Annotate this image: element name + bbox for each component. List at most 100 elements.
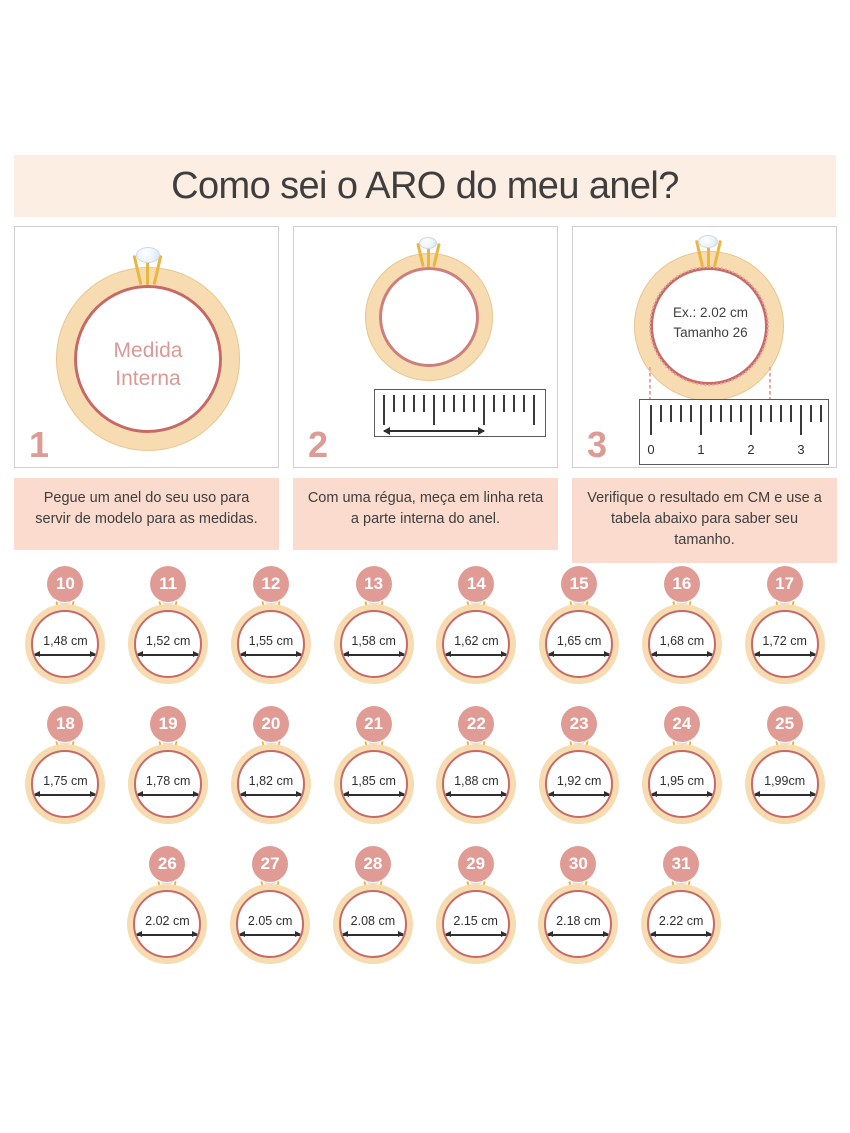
ring-illustration-3: Ex.: 2.02 cm Tamanho 26 [628,235,793,415]
size-badge: 28 [354,846,391,882]
measure-arrow [548,651,611,657]
size-cell[interactable]: 31 2.22 cm [630,846,733,986]
measure-arrow [342,651,405,657]
diamond-icon [419,237,437,249]
measure-guide-left [649,367,651,399]
size-cell[interactable]: 19 1,78 cm [117,706,220,846]
size-badge: 24 [663,706,700,742]
size-cell[interactable]: 10 1,48 cm [14,566,117,706]
size-measure-label: 1,88 cm [454,774,499,788]
size-badge: 20 [252,706,289,742]
mini-ring-illustration: 1,65 cm [535,588,623,692]
size-badge: 31 [663,846,700,882]
size-badge: 21 [355,706,392,742]
measure-arrow [137,651,200,657]
measure-guide-right [769,367,771,399]
header-band: Como sei o ARO do meu anel? [14,155,836,217]
mini-ring-illustration: 1,99cm [741,728,829,832]
ring-hole [647,890,716,958]
size-cell[interactable]: 11 1,52 cm [117,566,220,706]
ring-hole [31,610,100,678]
ring-inner-diameter-line [74,285,222,433]
size-badge: 27 [252,846,289,882]
size-cell[interactable]: 20 1,82 cm [220,706,323,846]
ring-hole [236,610,305,678]
ring-illustration-2 [359,237,499,397]
size-cell[interactable]: 14 1,62 cm [425,566,528,706]
measure-arrow [445,651,508,657]
size-measure-label: 2.15 cm [453,914,498,928]
size-measure-label: 1,48 cm [43,634,88,648]
measure-arrow [444,931,507,937]
step-2-caption: Com uma régua, meça em linha reta a part… [293,478,558,550]
size-cell[interactable]: 16 1,68 cm [631,566,734,706]
ring-hole [31,750,100,818]
measure-arrow [383,427,485,434]
steps-row: Medida Interna 1 Pegue um anel do seu us… [14,226,837,564]
step-1-caption: Pegue um anel do seu uso para servir de … [14,478,279,550]
measure-arrow [342,791,405,797]
size-badge: 29 [457,846,494,882]
mini-ring-illustration: 1,68 cm [638,588,726,692]
step-number-3: 3 [587,424,608,465]
mini-ring-illustration: 1,78 cm [124,728,212,832]
size-measure-label: 1,99cm [764,774,806,788]
size-measure-label: 1,58 cm [351,634,396,648]
size-measure-label: 1,68 cm [659,634,705,648]
measure-arrow [753,791,816,797]
size-cell[interactable]: 25 1,99cm [733,706,836,846]
mini-ring-illustration: 1,48 cm [21,588,109,692]
ring-hole [544,890,613,958]
size-badge: 25 [766,706,803,742]
size-measure-label: 1,52 cm [145,634,191,648]
size-badge: 22 [458,706,495,742]
size-cell[interactable]: 12 1,55 cm [220,566,323,706]
size-cell[interactable]: 28 2.08 cm [322,846,425,986]
size-cell[interactable]: 29 2.15 cm [424,846,527,986]
ruler-labeled: 0 1 2 3 4 [639,399,829,465]
mini-ring-illustration: 1,72 cm [741,588,829,692]
ring-hole [750,610,819,678]
measure-arrow [239,651,302,657]
size-cell[interactable]: 23 1,92 cm [528,706,631,846]
ring-hole [441,890,510,958]
measure-arrow [34,651,97,657]
size-cell[interactable]: 24 1,95 cm [631,706,734,846]
size-cell[interactable]: 15 1,65 cm [528,566,631,706]
ring-inner-label: Medida Interna [113,339,183,391]
step-1: Medida Interna 1 Pegue um anel do seu us… [14,226,279,563]
ring-hole [647,750,716,818]
size-cell[interactable]: 30 2.18 cm [527,846,630,986]
size-cell[interactable]: 21 1,85 cm [322,706,425,846]
measure-arrow [136,931,199,937]
size-measure-label: 1,95 cm [659,774,705,788]
ring-hole [236,890,305,958]
ring-hole [133,890,202,958]
size-cell[interactable]: 13 1,58 cm [322,566,425,706]
step-number-1: 1 [29,424,50,465]
size-cell[interactable]: 27 2.05 cm [219,846,322,986]
mini-ring-illustration: 2.18 cm [534,868,622,972]
size-badge: 16 [663,566,700,602]
page-title: Como sei o ARO do meu anel? [171,164,679,207]
gem-prong-icon [427,242,430,267]
size-badge: 23 [561,706,598,742]
ruler-tick-label: 2 [747,442,755,457]
ring-hole [545,610,614,678]
ring-hole [236,750,305,818]
step-1-illustration: Medida Interna 1 [14,226,279,468]
mini-ring-illustration: 1,52 cm [124,588,212,692]
diamond-icon [698,235,718,248]
measure-arrow [239,791,302,797]
size-measure-label: 1,72 cm [762,634,807,648]
size-cell[interactable]: 26 2.02 cm [116,846,219,986]
size-measure-label: 1,55 cm [248,634,294,648]
ring-hole [339,750,408,818]
ring-hole [750,750,819,818]
size-measure-label: 1,85 cm [351,774,396,788]
size-measure-label: 2.02 cm [145,914,190,928]
size-cell[interactable]: 17 1,72 cm [733,566,836,706]
size-cell[interactable]: 18 1,75 cm [14,706,117,846]
size-cell[interactable]: 22 1,88 cm [425,706,528,846]
